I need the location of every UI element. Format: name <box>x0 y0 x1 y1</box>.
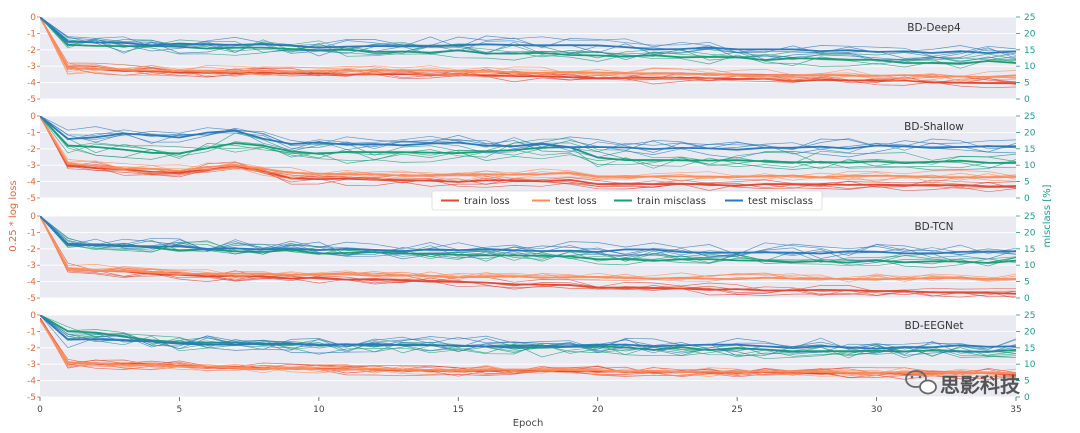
right-tick-label: 5 <box>1024 377 1030 387</box>
left-tick-label: -2 <box>27 145 36 155</box>
right-tick-label: 0 <box>1024 393 1030 403</box>
x-axis: 0 5 10 15 20 25 30 35 <box>37 397 1022 415</box>
left-tick-label: -1 <box>27 228 36 238</box>
left-tick-label: -5 <box>27 393 36 403</box>
left-tick-label: -1 <box>27 327 36 337</box>
x-tick-label: 10 <box>313 405 325 415</box>
right-tick-label: 10 <box>1024 261 1036 271</box>
legend-label-test-misclass: test misclass <box>748 196 813 207</box>
left-tick-label: -3 <box>27 62 36 72</box>
right-tick-label: 15 <box>1024 245 1035 255</box>
right-tick-label: 15 <box>1024 344 1035 354</box>
right-tick-label: 5 <box>1024 278 1030 288</box>
right-tick-label: 15 <box>1024 46 1035 56</box>
right-tick-label: 5 <box>1024 178 1030 188</box>
right-tick-label: 25 <box>1024 112 1035 122</box>
left-tick-label: 0 <box>30 311 36 321</box>
left-tick-label: -4 <box>27 79 36 89</box>
x-tick-label: 20 <box>592 405 604 415</box>
left-tick-label: -4 <box>27 278 36 288</box>
panel-title: BD-Deep4 <box>907 22 961 34</box>
right-tick-label: 10 <box>1024 161 1036 171</box>
left-tick-label: -5 <box>27 95 36 105</box>
legend-label-test-loss: test loss <box>555 196 597 207</box>
left-tick-label: -5 <box>27 294 36 304</box>
left-tick-label: -2 <box>27 344 36 354</box>
right-tick-label: 25 <box>1024 212 1035 222</box>
left-tick-label: -5 <box>27 194 36 204</box>
panel-bd-shallow: 0 -1 -2 -3 -4 -5 25 20 15 10 5 0 BD-Shallow <box>27 112 1036 204</box>
right-tick-label: 25 <box>1024 13 1035 23</box>
training-curves-chart: 0 -1 -2 -3 -4 -5 25 20 15 10 5 0 BD-Deep4 0 -1 -2 -3 -4 -5… <box>0 0 1080 433</box>
x-tick-label: 5 <box>177 405 183 415</box>
left-axis-label: 0.25 * log loss <box>8 180 19 251</box>
right-tick-label: 0 <box>1024 294 1030 304</box>
x-axis-label: Epoch <box>513 418 544 429</box>
left-tick-label: -1 <box>27 29 36 39</box>
panel-background <box>40 216 1016 298</box>
panel-background <box>40 315 1016 397</box>
legend: train loss test loss train misclass test… <box>432 191 822 210</box>
right-tick-label: 0 <box>1024 194 1030 204</box>
left-tick-label: -3 <box>27 261 36 271</box>
panel-title: BD-TCN <box>914 221 953 233</box>
right-tick-label: 20 <box>1024 327 1036 337</box>
panel-bd-tcn: 0 -1 -2 -3 -4 -5 25 20 15 10 5 0 BD-TCN <box>27 212 1036 304</box>
watermark-text: 思影科技 <box>940 373 1021 397</box>
left-tick-label: -1 <box>27 128 36 138</box>
x-tick-label: 0 <box>37 405 43 415</box>
legend-label-train-loss: train loss <box>464 196 510 207</box>
right-tick-label: 20 <box>1024 228 1036 238</box>
left-tick-label: -2 <box>27 46 36 56</box>
right-tick-label: 25 <box>1024 311 1035 321</box>
legend-label-train-misclass: train misclass <box>637 196 706 207</box>
panel-title: BD-EEGNet <box>905 320 964 332</box>
x-tick-label: 25 <box>731 405 742 415</box>
right-tick-label: 10 <box>1024 360 1036 370</box>
panel-bd-deep4: 0 -1 -2 -3 -4 -5 25 20 15 10 5 0 BD-Deep4 <box>27 13 1036 105</box>
right-tick-label: 20 <box>1024 128 1036 138</box>
right-tick-label: 0 <box>1024 95 1030 105</box>
panel-bd-eegnet: 0 -1 -2 -3 -4 -5 25 20 15 10 5 0 BD-EEGNet <box>27 311 1036 403</box>
x-tick-label: 35 <box>1010 405 1021 415</box>
x-tick-label: 30 <box>871 405 883 415</box>
right-tick-label: 15 <box>1024 145 1035 155</box>
left-tick-label: 0 <box>30 112 36 122</box>
left-tick-label: -3 <box>27 360 36 370</box>
left-tick-label: -2 <box>27 245 36 255</box>
right-axis-label: misclass [%] <box>1042 184 1053 247</box>
left-tick-label: -4 <box>27 377 36 387</box>
left-tick-label: -3 <box>27 161 36 171</box>
right-tick-label: 10 <box>1024 62 1036 72</box>
right-tick-label: 20 <box>1024 29 1036 39</box>
right-tick-label: 5 <box>1024 79 1030 89</box>
panel-title: BD-Shallow <box>904 121 964 133</box>
x-tick-label: 15 <box>453 405 464 415</box>
left-tick-label: 0 <box>30 212 36 222</box>
left-tick-label: -4 <box>27 178 36 188</box>
left-tick-label: 0 <box>30 13 36 23</box>
